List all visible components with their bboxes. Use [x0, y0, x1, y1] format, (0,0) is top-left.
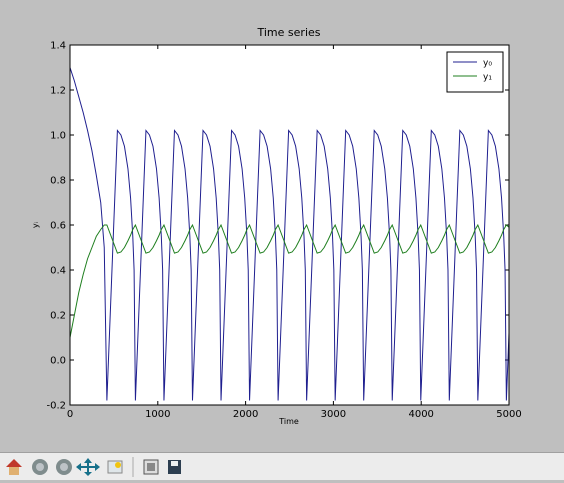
x-tick-label: 2000 — [233, 409, 258, 420]
forward-button[interactable] — [56, 459, 72, 475]
y-tick-label: 1.4 — [50, 41, 66, 52]
series-line — [69, 223, 510, 338]
legend-box — [446, 51, 504, 93]
toolbar — [0, 452, 564, 480]
x-tick-label: 1000 — [145, 409, 170, 420]
x-tick-label: 4000 — [408, 409, 433, 420]
y-axis-label: yᵢ — [31, 222, 40, 228]
y-tick-label: 0.2 — [50, 311, 66, 322]
y-tick-label: 0.8 — [50, 176, 66, 187]
save-button[interactable] — [168, 460, 181, 474]
y-tick-label: 1.2 — [50, 86, 66, 97]
axes-frame — [69, 44, 510, 406]
zoom-button[interactable] — [107, 460, 123, 474]
y-tick-label: 0.4 — [50, 266, 66, 277]
y-tick-label: -0.2 — [46, 401, 66, 412]
back-button[interactable] — [32, 459, 48, 475]
x-tick-label: 3000 — [321, 409, 346, 420]
y-tick-label: 1.0 — [50, 131, 66, 142]
y-tick-label: 0.6 — [50, 221, 66, 232]
toolbar-icons — [6, 457, 181, 477]
legend-label: y₁ — [483, 73, 492, 83]
x-axis-label: Time — [278, 417, 299, 426]
y-tick-label: 0.0 — [50, 356, 66, 367]
chart-title: Time series — [257, 26, 321, 39]
series-line — [69, 67, 510, 401]
axes-background — [70, 45, 509, 405]
legend-label: y₀ — [483, 59, 492, 69]
figure: Time series Time yᵢ -0.2 0.0 0.2 0.4 0.6 0.8 1… — [31, 26, 522, 426]
subplots-button[interactable] — [143, 459, 159, 475]
x-tick-label: 0 — [67, 409, 73, 420]
home-button[interactable] — [6, 459, 22, 475]
x-tick-label: 5000 — [496, 409, 521, 420]
pan-button[interactable] — [76, 458, 100, 476]
